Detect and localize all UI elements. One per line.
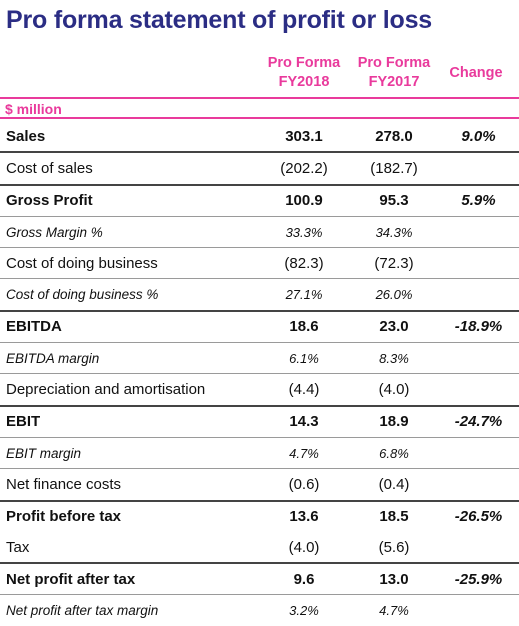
value-fy2017: (72.3) [374, 254, 414, 272]
table-row: EBITDA 18.6 23.0 -18.9% [0, 311, 519, 343]
table-row: Cost of sales (202.2) (182.7) [0, 152, 519, 185]
value-change [438, 279, 519, 311]
value-fy2018: 100.9 [285, 192, 323, 210]
value-fy2017: 4.7% [379, 603, 409, 619]
value-fy2018: 303.1 [285, 127, 323, 145]
value-change [438, 343, 519, 374]
value-change: -18.9% [454, 318, 503, 336]
value-fy2017: 278.0 [375, 127, 413, 145]
table-row: EBITDA margin 6.1% 8.3% [0, 343, 519, 374]
row-label: Cost of doing business [6, 254, 158, 272]
row-label: EBITDA [6, 318, 62, 336]
value-fy2018: 18.6 [289, 318, 319, 336]
value-fy2017: (4.0) [378, 381, 410, 399]
table-row: Tax (4.0) (5.6) [0, 532, 519, 564]
value-change [438, 374, 519, 406]
row-label: Depreciation and amortisation [6, 381, 206, 399]
value-fy2017: 34.3% [375, 224, 413, 240]
table-row: Net profit after tax margin 3.2% 4.7% [0, 595, 519, 626]
value-fy2018: (4.0) [288, 538, 320, 556]
value-change: 5.9% [461, 192, 496, 210]
value-fy2018: (0.6) [288, 475, 320, 493]
value-change: 9.0% [461, 127, 496, 145]
column-header-fy2017: Pro Forma FY2017 [350, 54, 438, 92]
row-label: EBITDA margin [6, 350, 100, 366]
value-fy2017: 18.9 [379, 413, 409, 431]
value-fy2017: (5.6) [378, 538, 410, 556]
unit-row: $ million [0, 97, 519, 119]
value-fy2018: 27.1% [285, 287, 323, 303]
table-row: Depreciation and amortisation (4.4) (4.0… [0, 374, 519, 406]
table-row: Gross Profit 100.9 95.3 5.9% [0, 185, 519, 217]
value-fy2018: 6.1% [289, 350, 319, 366]
value-fy2018: (202.2) [280, 159, 328, 177]
table-row: Gross Margin % 33.3% 34.3% [0, 216, 519, 248]
column-header-fy2018-line2: FY2018 [278, 74, 330, 90]
value-fy2017: 26.0% [375, 287, 413, 303]
row-label: Net profit after tax [6, 570, 136, 588]
value-change: -25.9% [454, 570, 503, 588]
table-row: Net profit after tax 9.6 13.0 -25.9% [0, 563, 519, 595]
value-fy2017: 18.5 [379, 508, 409, 526]
column-header-fy2018-line1: Pro Forma [267, 55, 341, 71]
row-label: Tax [6, 538, 30, 556]
value-fy2017: 13.0 [379, 570, 409, 588]
table-row: Cost of doing business % 27.1% 26.0% [0, 279, 519, 311]
value-fy2018: 33.3% [285, 224, 323, 240]
profit-loss-table: Sales 303.1 278.0 9.0% Cost of sales (20… [0, 121, 519, 626]
row-label: EBIT [6, 413, 41, 431]
row-label: Gross Profit [6, 192, 93, 210]
column-header-change: Change [449, 65, 503, 81]
value-fy2017: 6.8% [379, 445, 409, 461]
value-change [438, 595, 519, 626]
row-label: EBIT margin [6, 445, 82, 461]
page-title: Pro forma statement of profit or loss [6, 6, 432, 34]
column-header-fy2018: Pro Forma FY2018 [258, 54, 350, 92]
value-fy2017: (182.7) [370, 159, 418, 177]
value-fy2017: (0.4) [378, 475, 410, 493]
value-fy2017: 95.3 [379, 192, 409, 210]
table-row: EBIT 14.3 18.9 -24.7% [0, 406, 519, 438]
value-fy2018: 3.2% [289, 603, 319, 619]
table-row: Net finance costs (0.6) (0.4) [0, 469, 519, 501]
value-fy2018: 9.6 [293, 570, 315, 588]
table-row: EBIT margin 4.7% 6.8% [0, 437, 519, 469]
unit-label: $ million [5, 101, 62, 117]
row-label: Cost of sales [6, 159, 93, 177]
value-fy2017: 8.3% [379, 350, 409, 366]
value-change [438, 469, 519, 501]
value-fy2017: 23.0 [379, 318, 409, 336]
value-fy2018: 14.3 [289, 413, 319, 431]
row-label: Net profit after tax margin [6, 603, 159, 619]
table-row: Cost of doing business (82.3) (72.3) [0, 248, 519, 279]
value-fy2018: (4.4) [288, 381, 320, 399]
value-change: -26.5% [454, 508, 503, 526]
table-row: Profit before tax 13.6 18.5 -26.5% [0, 501, 519, 532]
row-label: Sales [6, 127, 46, 145]
column-header-fy2017-line1: Pro Forma [357, 55, 431, 71]
value-change [438, 152, 519, 184]
table-row: Sales 303.1 278.0 9.0% [0, 121, 519, 153]
row-label: Profit before tax [6, 508, 122, 526]
value-fy2018: 4.7% [289, 445, 319, 461]
row-label: Gross Margin % [6, 224, 103, 240]
value-change: -24.7% [454, 413, 503, 431]
column-header-fy2017-line2: FY2017 [368, 74, 420, 90]
value-fy2018: (82.3) [284, 254, 324, 272]
value-change [438, 248, 519, 279]
row-label: Cost of doing business % [6, 287, 159, 303]
value-change [438, 437, 519, 468]
value-fy2018: 13.6 [289, 508, 319, 526]
value-change [438, 532, 519, 563]
value-change [438, 216, 519, 247]
row-label: Net finance costs [6, 475, 122, 493]
